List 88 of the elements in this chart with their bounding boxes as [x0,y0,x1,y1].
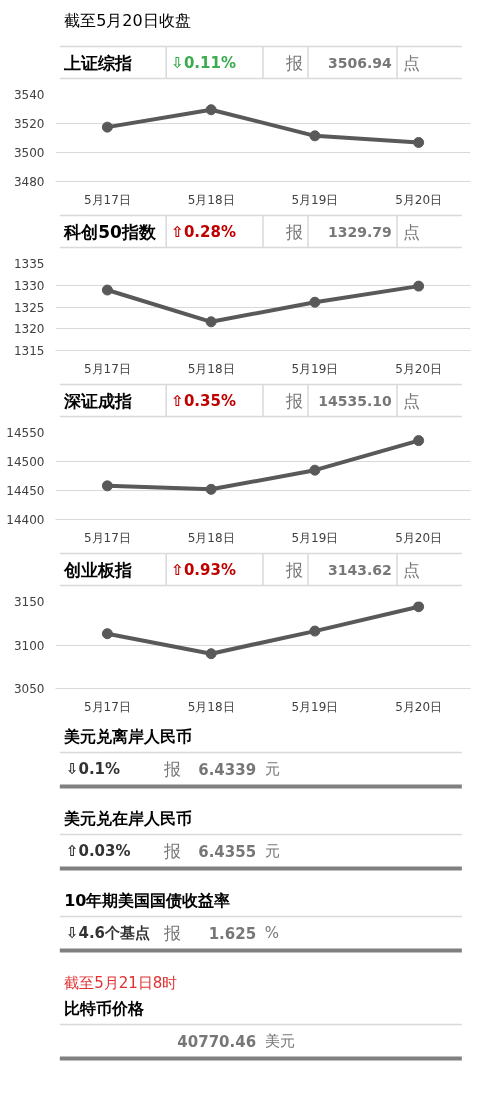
text: 美元 [264,1031,295,1050]
text: 10年期美国国债收益率 [64,891,231,910]
text: ⇧0.35% [171,391,236,410]
y-tick-label: 3150 [13,595,45,609]
x-tick-label: 5月18日 [187,530,235,545]
chart-title: 深证成指 [63,390,133,411]
text: 比特币价格 [64,999,146,1018]
text: ⇩0.11% [171,53,236,72]
y-tick-label: 3540 [13,88,45,102]
point [101,284,113,296]
text: 1329.79 [328,223,392,240]
text: 报 [284,559,303,580]
point [101,121,113,133]
x-tick-label: 5月17日 [83,530,131,545]
y-tick-label: 3050 [13,682,45,696]
point [205,104,217,116]
text: 美元兑在岸人民币 [63,809,193,828]
text: 报 [284,221,303,242]
text: 元 [264,841,280,860]
chart-title: 上证综指 [63,52,133,73]
text: 报 [162,840,181,861]
text: 40770.46 [177,1032,257,1051]
text: ⇧0.93% [171,560,236,579]
point [413,435,425,447]
text: 点 [403,390,421,411]
text: 6.4355 [198,842,257,861]
x-tick-label: 5月19日 [291,192,339,207]
text: ⇩0.1% [65,759,121,778]
point [205,483,217,495]
point [413,137,425,148]
x-tick-label: 5月18日 [187,361,235,376]
x-tick-label: 5月17日 [83,192,131,207]
point [101,480,113,492]
y-tick-label: 14550 [6,426,45,440]
text: 报 [162,922,181,943]
text: ⇩4.6个基点 [65,923,151,942]
text: ⇧0.28% [171,222,236,241]
text: 点 [403,221,421,242]
text: 元 [264,759,280,778]
x-tick-label: 5月18日 [187,699,235,714]
point [309,464,321,476]
y-tick-label: 1335 [13,257,45,271]
x-tick-label: 5月18日 [187,192,235,207]
y-tick-label: 14500 [6,455,45,469]
point [309,625,321,637]
text: 1.625 [208,924,257,943]
x-tick-label: 5月20日 [395,361,443,376]
text: % [264,923,279,942]
x-tick-label: 5月19日 [291,699,339,714]
point [413,601,425,613]
point [205,648,217,660]
x-tick-label: 5月19日 [291,361,339,376]
x-tick-label: 5月19日 [291,530,339,545]
text: 3506.94 [328,54,393,71]
point [309,296,321,308]
y-tick-label: 1320 [13,322,45,337]
text: 14535.10 [318,392,393,409]
point [309,130,321,142]
y-tick-label: 3500 [13,146,45,160]
y-tick-label: 1325 [13,300,45,315]
chart-title: 科创50指数 [63,221,157,242]
y-tick-label: 3520 [13,117,45,131]
chart-title: 创业板指 [63,559,133,580]
y-tick-label: 1330 [13,278,45,293]
text: 报 [284,390,303,411]
point [205,316,217,328]
x-tick-label: 5月20日 [395,192,443,207]
text: ⇧0.03% [65,841,131,860]
text: 报 [162,758,181,779]
x-tick-label: 5月20日 [395,530,443,545]
y-tick-label: 1315 [13,344,45,358]
text: 美元兑离岸人民币 [63,727,193,746]
point [413,280,425,292]
text: 截至5月21日8时 [64,973,178,992]
text: 点 [403,559,421,580]
text: 6.4339 [198,760,257,779]
point [101,628,113,640]
text: 截至5月20日收盘 [64,11,191,30]
x-tick-label: 5月20日 [395,699,443,714]
text: 报 [284,52,303,73]
y-tick-label: 3480 [13,175,45,189]
y-tick-label: 3100 [13,638,45,653]
text: 点 [403,52,421,73]
x-tick-label: 5月17日 [83,699,131,714]
y-tick-label: 14450 [6,484,45,498]
x-tick-label: 5月17日 [83,361,131,376]
text: 3143.62 [328,561,392,578]
y-tick-label: 14400 [6,513,45,527]
